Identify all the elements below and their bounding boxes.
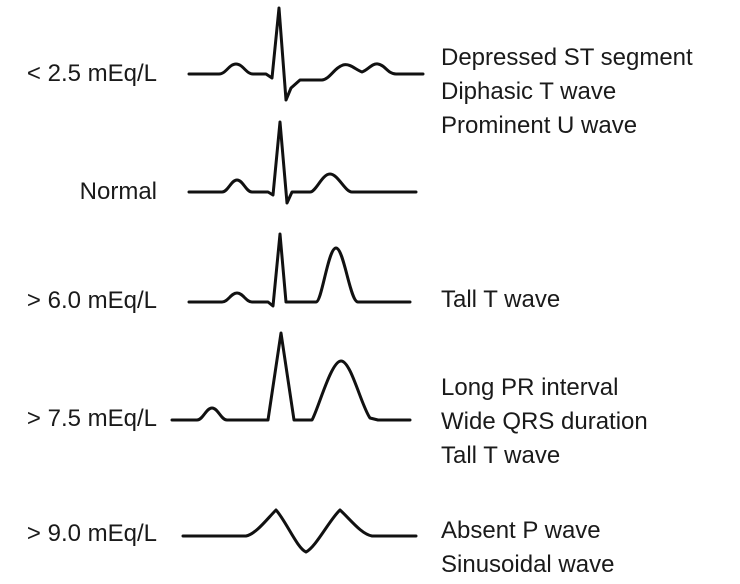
level-label-normal: Normal <box>79 178 157 205</box>
notes-hypokalemia: Depressed ST segment Diphasic T wave Pro… <box>441 41 693 143</box>
ecg-trace-7-5 <box>170 331 412 422</box>
notes-7-5: Long PR interval Wide QRS duration Tall … <box>441 371 648 473</box>
note-sinusoidal: Sinusoidal wave <box>441 551 615 578</box>
note-depressed-st: Depressed ST segment <box>441 44 693 71</box>
ecg-trace-hypokalemia <box>187 6 425 102</box>
level-label-hypokalemia: < 2.5 mEq/L <box>26 60 157 87</box>
notes-6-0: Tall T wave <box>441 283 560 317</box>
ecg-trace-normal <box>187 120 418 205</box>
level-label-9-0: > 9.0 mEq/L <box>26 520 157 547</box>
notes-9-0: Absent P wave Sinusoidal wave <box>441 514 614 582</box>
ecg-trace-6-0 <box>187 232 412 308</box>
note-diphasic-t: Diphasic T wave <box>441 78 617 105</box>
note-tall-t: Tall T wave <box>441 286 561 313</box>
note-wide-qrs: Wide QRS duration <box>441 408 648 435</box>
note-tall-t: Tall T wave <box>441 442 561 469</box>
note-absent-p: Absent P wave <box>441 517 601 544</box>
note-prominent-u: Prominent U wave <box>441 112 638 139</box>
note-long-pr: Long PR interval <box>441 374 619 401</box>
level-label-6-0: > 6.0 mEq/L <box>26 287 157 314</box>
ecg-trace-9-0 <box>181 508 418 554</box>
level-label-7-5: > 7.5 mEq/L <box>26 405 157 432</box>
